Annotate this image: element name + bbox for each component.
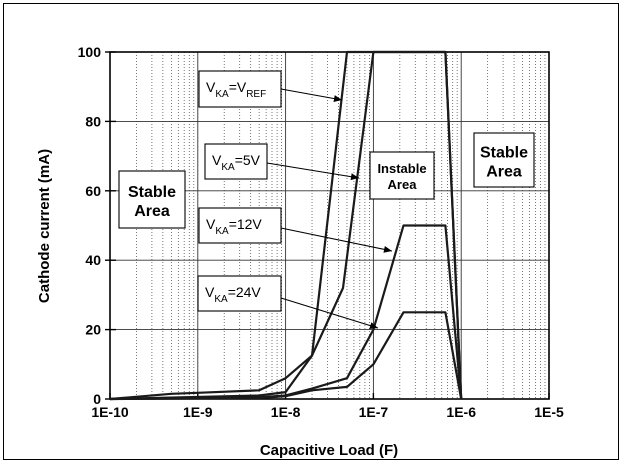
x-tick-label: 1E-9 [183, 404, 213, 420]
series-layer [109, 50, 463, 401]
series-label-1: VKA=VREF [206, 79, 266, 100]
y-tick-label: 40 [85, 252, 101, 268]
region-label-stable_left: Stable [128, 184, 176, 201]
x-tick-label: 1E-7 [359, 404, 389, 420]
series-label-4: VKA=24V [205, 284, 261, 305]
y-tick-label: 0 [93, 391, 101, 407]
x-tick-label: 1E-6 [446, 404, 476, 420]
region-box-stable_left [118, 170, 186, 229]
series-label-box [198, 70, 282, 108]
series-pointer-4 [280, 297, 379, 329]
arrow-head [369, 322, 378, 329]
x-tick-label: 1E-5 [534, 404, 564, 420]
y-tick-label: 80 [85, 113, 101, 129]
axes-layer: 1E-10 1E-9 1E-8 1E-7 1E-6 1E-5 0 20 40 60 80 100 [78, 44, 564, 420]
region-label-stable_right: Area [486, 164, 522, 181]
arrow-head [350, 173, 359, 181]
series-label-box [197, 275, 282, 312]
y-tick-label: 60 [85, 183, 101, 199]
arrow-head [383, 245, 392, 253]
x-axis-label: Capacitive Load (F) [260, 442, 398, 459]
y-tick-label: 20 [85, 322, 101, 338]
plot-area [109, 51, 550, 400]
series-label-box [198, 207, 282, 244]
y-axis-label: Cathode current (mA) [36, 149, 53, 303]
series-pointer-2 [266, 162, 360, 179]
region-label-stable_right: Stable [480, 145, 528, 162]
labels-layer: VKA=VREF VKA=5V VKA=12V VKA=24V [197, 70, 393, 329]
chart-frame [3, 3, 619, 460]
series-pointer-1 [280, 88, 343, 101]
region-box-instable [369, 151, 435, 200]
x-tick-label: 1E-10 [91, 404, 129, 420]
series-line-2 [109, 50, 463, 401]
region-label-instable: Area [388, 177, 418, 192]
series-label-box [204, 143, 268, 180]
series-line-4 [109, 311, 463, 401]
region-box-stable_right [473, 132, 535, 188]
arrow-head [333, 95, 342, 103]
series-label-3: VKA=12V [206, 216, 262, 237]
series-pointer-3 [280, 227, 393, 252]
y-tick-label: 100 [78, 44, 102, 60]
series-label-2: VKA=5V [212, 152, 261, 173]
x-tick-label: 1E-8 [271, 404, 301, 420]
region-label-stable_left: Area [134, 203, 170, 220]
region-label-instable: Instable [377, 161, 426, 176]
